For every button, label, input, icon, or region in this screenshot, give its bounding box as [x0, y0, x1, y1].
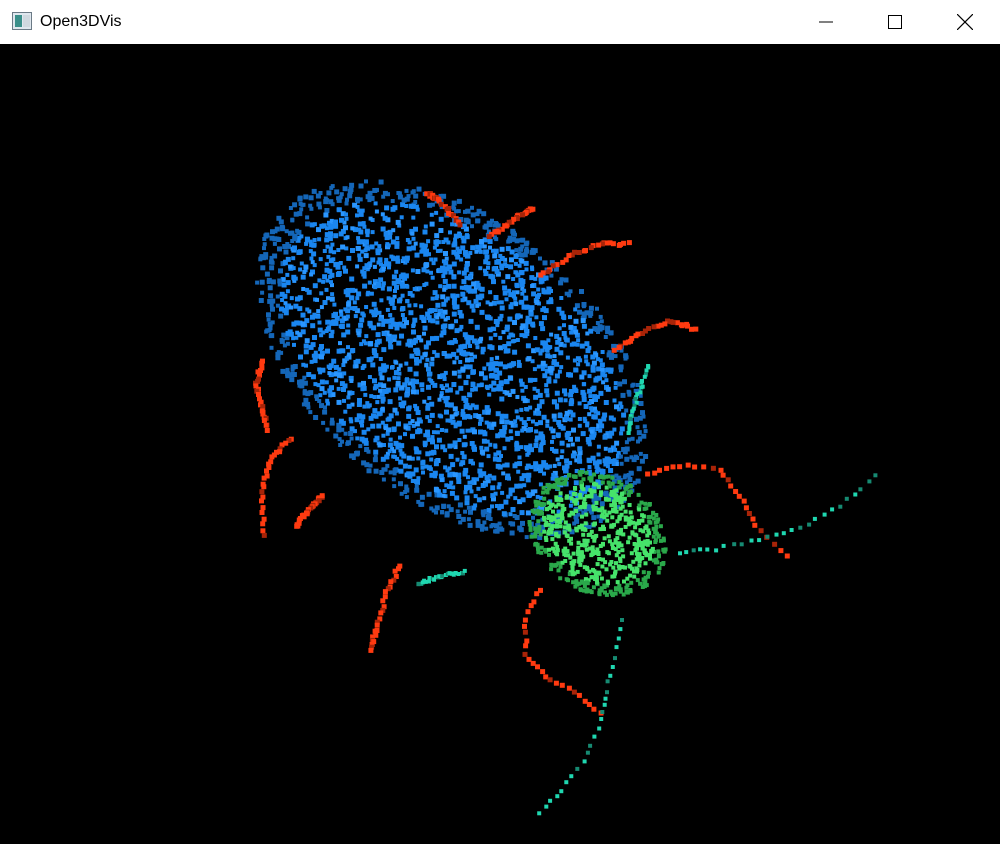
app-window-icon: [12, 12, 32, 30]
minimize-icon: [819, 21, 833, 23]
3d-viewport[interactable]: [0, 44, 1000, 844]
minimize-button[interactable]: [803, 0, 849, 44]
window-title: Open3DVis: [40, 13, 122, 30]
insect-head-points: [527, 470, 668, 598]
insect-leg-points: [253, 191, 790, 716]
insect-body-points: [255, 179, 649, 540]
title-bar[interactable]: Open3DVis: [0, 0, 1000, 44]
insect-antenna-points: [416, 364, 878, 816]
point-cloud-render: [253, 179, 878, 816]
close-button[interactable]: [942, 0, 988, 44]
maximize-button[interactable]: [872, 0, 918, 44]
close-icon: [957, 14, 973, 30]
maximize-icon: [888, 15, 902, 29]
